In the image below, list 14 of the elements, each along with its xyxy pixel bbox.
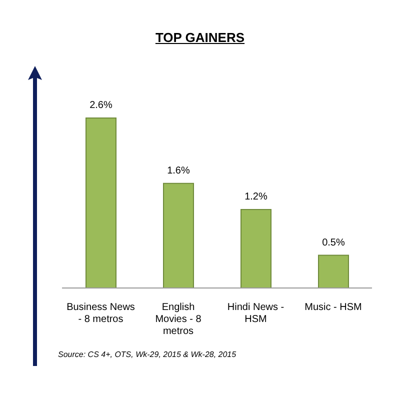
source-note: Source: CS 4+, OTS, Wk-29, 2015 & Wk-28, 2015	[58, 350, 236, 359]
bar	[86, 118, 116, 288]
chart-title: TOP GAINERS	[154, 30, 246, 45]
data-label: 2.6%	[90, 100, 113, 111]
data-label: 1.2%	[244, 192, 268, 203]
x-tick-label: Music - HSM	[304, 302, 362, 313]
bar	[240, 209, 272, 288]
bar	[163, 182, 194, 288]
x-tick-label: English Movies - 8 metros	[155, 302, 202, 337]
x-tick-label: Hindi News - HSM	[227, 302, 284, 325]
data-label: 1.6%	[167, 165, 190, 176]
data-label: 0.5%	[322, 237, 346, 248]
x-tick-label: Business News - 8 metros	[66, 302, 135, 325]
bar	[318, 254, 349, 288]
